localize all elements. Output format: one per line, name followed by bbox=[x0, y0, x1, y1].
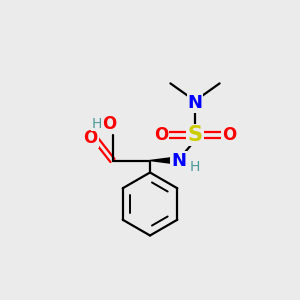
Text: H: H bbox=[190, 160, 200, 174]
Text: N: N bbox=[188, 94, 202, 112]
Text: O: O bbox=[222, 126, 236, 144]
Text: O: O bbox=[83, 129, 98, 147]
Polygon shape bbox=[150, 157, 176, 164]
Text: O: O bbox=[154, 126, 168, 144]
Text: O: O bbox=[102, 115, 116, 133]
Text: H: H bbox=[92, 117, 102, 130]
Text: S: S bbox=[188, 125, 202, 145]
Text: N: N bbox=[171, 152, 186, 169]
